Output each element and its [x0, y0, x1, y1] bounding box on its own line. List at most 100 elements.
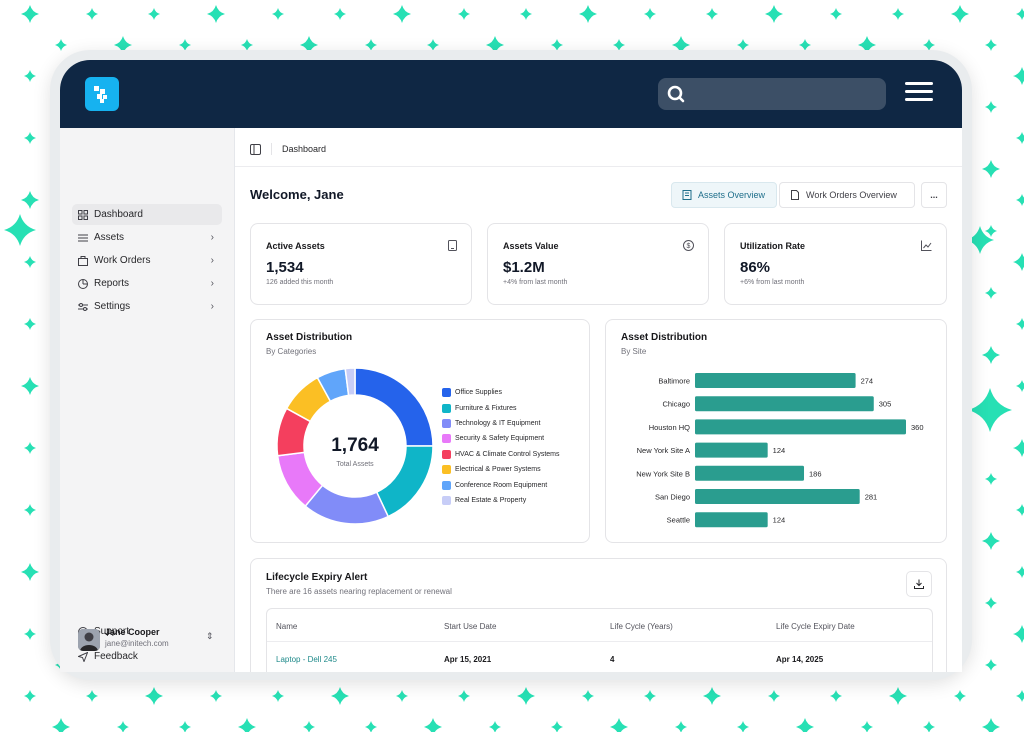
bar-category-label: Baltimore: [658, 377, 690, 386]
list-icon: [78, 233, 88, 243]
download-button[interactable]: [906, 571, 932, 597]
sparkle-shape: [551, 39, 563, 51]
sparkle-shape: [951, 5, 969, 23]
sparkle-shape: [830, 690, 842, 702]
chart-legend: Office Supplies Furniture & Fixtures Techn…: [442, 385, 560, 508]
sparkle-shape: [737, 721, 749, 732]
user-profile[interactable]: Jane Cooper jane@initech.com ⇕: [78, 625, 228, 655]
sparkle-shape: [985, 659, 997, 671]
bar[interactable]: [695, 512, 768, 528]
sparkle-shape: [238, 718, 256, 732]
chevron-up-down-icon[interactable]: ⇕: [206, 631, 214, 641]
sparkle-shape: [117, 721, 129, 732]
tab-work-orders-overview[interactable]: Work Orders Overview: [779, 182, 915, 208]
legend-item[interactable]: Conference Room Equipment: [442, 477, 560, 492]
bar[interactable]: [695, 465, 805, 481]
sparkle-shape: [148, 8, 160, 20]
chart-title: Asset Distribution: [621, 332, 708, 343]
sparkle-shape: [985, 225, 997, 237]
legend-item[interactable]: Electrical & Power Systems: [442, 462, 560, 477]
asset-distribution-site-card: Asset Distribution By Site Baltimore 274 C…: [605, 319, 947, 543]
search-input[interactable]: [658, 78, 886, 110]
sparkle-shape: [672, 36, 690, 54]
sidebar-item-settings[interactable]: Settings ›: [72, 296, 222, 317]
stat-card-assets-value: Assets Value $ $1.2M +4% from last month: [487, 223, 709, 305]
bar[interactable]: [695, 442, 768, 458]
sparkle-shape: [610, 718, 628, 732]
legend-item[interactable]: Security & Safety Equipment: [442, 431, 560, 446]
bar[interactable]: [695, 419, 906, 435]
chevron-right-icon: ›: [210, 232, 214, 243]
legend-item[interactable]: Office Supplies: [442, 385, 560, 400]
column-header-name[interactable]: Name: [276, 622, 298, 631]
sidebar: Dashboard Assets › Work Orders › Reports…: [60, 128, 235, 672]
sparkle-shape: [24, 132, 36, 144]
lifecycle-expiry-card: Lifecycle Expiry Alert There are 16 asse…: [250, 558, 947, 672]
bar[interactable]: [695, 396, 874, 412]
bar-value-label: 124: [773, 516, 786, 525]
donut-center-value: 1,764: [331, 435, 379, 456]
sparkle-shape: [892, 8, 904, 20]
grid-icon: [78, 209, 88, 220]
breadcrumb: Dashboard: [250, 142, 326, 156]
sparkle-shape: [458, 8, 470, 20]
bar[interactable]: [695, 373, 856, 388]
legend-item[interactable]: Furniture & Fixtures: [442, 400, 560, 415]
sidebar-item-work-orders[interactable]: Work Orders ›: [72, 250, 222, 271]
sparkle-shape: [179, 39, 191, 51]
column-header-life-cycle[interactable]: Life Cycle (Years): [610, 622, 673, 631]
sparkle-shape: [24, 318, 36, 330]
app-logo[interactable]: [85, 77, 119, 111]
sparkle-shape: [861, 721, 873, 732]
sparkle-shape: [830, 8, 842, 20]
stat-subtext: +6% from last month: [740, 279, 805, 286]
sparkle-shape: [114, 36, 132, 54]
section-title: Lifecycle Expiry Alert: [266, 572, 368, 583]
bar[interactable]: [695, 489, 860, 504]
more-options-button[interactable]: ...: [921, 182, 947, 208]
tab-assets-overview[interactable]: Assets Overview: [671, 182, 777, 208]
sidebar-item-label: Feedback: [94, 651, 138, 662]
sparkle-shape: [1016, 132, 1024, 144]
building-icon: [682, 190, 692, 200]
legend-label: Security & Safety Equipment: [455, 435, 545, 443]
sparkle-shape: [768, 690, 780, 702]
asset-distribution-categories-card: Asset Distribution By Categories 1,764 To…: [250, 319, 590, 543]
column-header-start-date[interactable]: Start Use Date: [444, 622, 497, 631]
stat-value: $1.2M: [503, 259, 545, 276]
sparkle-shape: [334, 8, 346, 20]
legend-swatch: [442, 403, 451, 413]
sparkle-shape: [52, 718, 70, 732]
row-life-cycle: 4: [610, 655, 615, 664]
dollar-icon: $: [683, 240, 694, 251]
donut-slice[interactable]: [375, 445, 434, 518]
breadcrumb-current[interactable]: Dashboard: [282, 144, 327, 154]
stat-value: 1,534: [266, 259, 304, 276]
sidebar-toggle-icon[interactable]: [250, 143, 261, 155]
sparkle-shape: [331, 687, 349, 705]
sparkle-shape: [21, 563, 39, 581]
sparkle-shape: [985, 597, 997, 609]
column-header-expiry-date[interactable]: Life Cycle Expiry Date: [776, 622, 855, 631]
sparkle-shape: [551, 721, 563, 732]
legend-item[interactable]: Technology & IT Equipment: [442, 416, 560, 431]
row-asset-link[interactable]: Laptop - Dell 245: [276, 655, 337, 664]
sidebar-item-feedback[interactable]: Feedback: [72, 646, 222, 667]
hamburger-menu-button[interactable]: [905, 82, 933, 106]
legend-item[interactable]: HVAC & Climate Control Systems: [442, 447, 560, 462]
sparkle-shape: [489, 721, 501, 732]
legend-swatch: [442, 480, 451, 490]
tablet-icon: [448, 240, 457, 251]
sidebar-item-reports[interactable]: Reports ›: [72, 273, 222, 294]
sparkle-shape: [982, 718, 1000, 732]
sparkle-shape: [4, 214, 36, 246]
user-name: Jane Cooper: [105, 627, 160, 637]
sidebar-item-dashboard[interactable]: Dashboard: [72, 204, 222, 225]
sparkle-shape: [24, 628, 36, 640]
legend-item[interactable]: Real Estate & Property: [442, 493, 560, 508]
donut-slice[interactable]: [344, 367, 356, 397]
sparkle-shape: [706, 8, 718, 20]
sparkle-shape: [985, 287, 997, 299]
sidebar-item-assets[interactable]: Assets ›: [72, 227, 222, 248]
sparkle-shape: [703, 687, 721, 705]
